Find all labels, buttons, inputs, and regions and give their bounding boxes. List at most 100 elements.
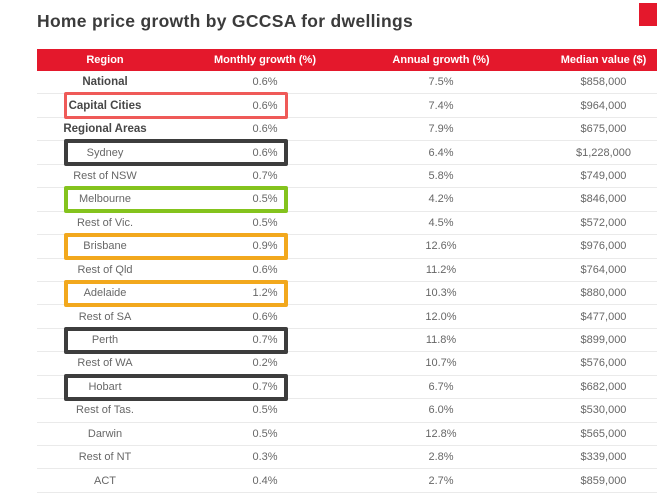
- table-row: Hobart 0.7% 6.7% $682,000: [37, 373, 657, 401]
- region-cell: Rest of SA: [78, 310, 132, 323]
- table-row: Rest of Vic. 0.5% 4.5% $572,000: [37, 212, 657, 236]
- table-row: Sydney 0.6% 6.4% $1,228,000: [37, 139, 657, 167]
- region-cell: Regional Areas: [63, 123, 147, 136]
- table-row: National 0.6% 7.5% $858,000: [37, 71, 657, 95]
- region-cell: Rest of NT: [78, 451, 132, 464]
- annual-growth-cell: 10.7%: [425, 357, 457, 370]
- region-cell: Hobart: [88, 380, 122, 393]
- table-row: ACT 0.4% 2.7% $859,000: [37, 469, 657, 493]
- monthly-growth-cell: 0.2%: [252, 357, 278, 370]
- region-cell: Sydney: [86, 146, 124, 159]
- region-cell: Darwin: [87, 427, 123, 440]
- annual-growth-cell: 6.0%: [428, 404, 454, 417]
- annual-growth-cell: 11.8%: [425, 334, 457, 347]
- column-header-monthly-growth: Monthly growth (%): [213, 54, 317, 66]
- annual-growth-cell: 10.3%: [425, 287, 457, 300]
- annual-growth-cell: 7.9%: [428, 123, 454, 136]
- median-value-cell: $682,000: [580, 380, 627, 393]
- region-cell: National: [82, 76, 128, 89]
- region-cell: Brisbane: [83, 240, 127, 253]
- median-value-cell: $749,000: [580, 169, 627, 182]
- monthly-growth-cell: 0.6%: [252, 263, 278, 276]
- monthly-growth-cell: 0.5%: [252, 216, 278, 229]
- table-row: Capital Cities 0.6% 7.4% $964,000: [37, 92, 657, 120]
- median-value-cell: $530,000: [580, 404, 627, 417]
- median-value-cell: $976,000: [580, 240, 627, 253]
- monthly-growth-cell: 0.6%: [252, 310, 278, 323]
- annual-growth-cell: 2.8%: [428, 451, 454, 464]
- region-cell: Rest of Vic.: [76, 216, 134, 229]
- median-value-cell: $858,000: [580, 76, 627, 89]
- page-title: Home price growth by GCCSA for dwellings: [37, 11, 413, 31]
- column-header-region: Region: [86, 54, 124, 66]
- monthly-growth-cell: 0.6%: [252, 76, 278, 89]
- median-value-cell: $859,000: [580, 474, 627, 487]
- table-row: Rest of NT 0.3% 2.8% $339,000: [37, 446, 657, 470]
- table-row: Darwin 0.5% 12.8% $565,000: [37, 423, 657, 446]
- annual-growth-cell: 2.7%: [428, 474, 454, 487]
- monthly-growth-cell: 0.3%: [252, 451, 278, 464]
- region-cell: ACT: [94, 474, 116, 487]
- table-row: Rest of Qld 0.6% 11.2% $764,000: [37, 259, 657, 282]
- annual-growth-cell: 7.4%: [428, 99, 454, 112]
- price-growth-table: Region Monthly growth (%) Annual growth …: [37, 49, 657, 493]
- median-value-cell: $764,000: [580, 263, 627, 276]
- table-row: Rest of Tas. 0.5% 6.0% $530,000: [37, 399, 657, 423]
- median-value-cell: $572,000: [580, 216, 627, 229]
- median-value-cell: $880,000: [580, 287, 627, 300]
- annual-growth-cell: 4.2%: [428, 193, 454, 206]
- monthly-growth-cell: 0.6%: [252, 99, 278, 112]
- table-row: Rest of NSW 0.7% 5.8% $749,000: [37, 165, 657, 189]
- monthly-growth-cell: 0.6%: [252, 123, 278, 136]
- monthly-growth-cell: 0.7%: [252, 334, 278, 347]
- monthly-growth-cell: 0.5%: [252, 427, 278, 440]
- median-value-cell: $477,000: [580, 310, 627, 323]
- median-value-cell: $846,000: [580, 193, 627, 206]
- brand-logo-square-icon: [639, 3, 657, 26]
- column-header-median-value: Median value ($): [560, 54, 647, 66]
- table-row: Rest of SA 0.6% 12.0% $477,000: [37, 305, 657, 329]
- monthly-growth-cell: 0.7%: [252, 380, 278, 393]
- median-value-cell: $964,000: [580, 99, 627, 112]
- table-body: National 0.6% 7.5% $858,000 Capital Cities 0.…: [37, 71, 657, 493]
- annual-growth-cell: 4.5%: [428, 216, 454, 229]
- monthly-growth-cell: 0.7%: [252, 169, 278, 182]
- annual-growth-cell: 6.7%: [428, 380, 454, 393]
- median-value-cell: $1,228,000: [575, 146, 632, 159]
- median-value-cell: $675,000: [580, 123, 627, 136]
- region-cell: Capital Cities: [68, 99, 142, 112]
- region-cell: Melbourne: [79, 193, 131, 206]
- annual-growth-cell: 12.0%: [425, 310, 457, 323]
- region-cell: Rest of Tas.: [76, 404, 134, 417]
- table-row: Rest of WA 0.2% 10.7% $576,000: [37, 352, 657, 376]
- annual-growth-cell: 6.4%: [428, 146, 454, 159]
- region-cell: Perth: [91, 334, 119, 347]
- annual-growth-cell: 12.6%: [425, 240, 457, 253]
- region-cell: Rest of Qld: [77, 263, 133, 276]
- column-header-annual-growth: Annual growth (%): [392, 54, 490, 66]
- table-row: Regional Areas 0.6% 7.9% $675,000: [37, 118, 657, 142]
- monthly-growth-cell: 0.5%: [252, 193, 278, 206]
- table-row: Perth 0.7% 11.8% $899,000: [37, 326, 657, 354]
- monthly-growth-cell: 0.9%: [252, 240, 278, 253]
- annual-growth-cell: 12.8%: [425, 427, 457, 440]
- monthly-growth-cell: 0.6%: [252, 146, 278, 159]
- region-cell: Adelaide: [83, 287, 127, 300]
- table-row: Brisbane 0.9% 12.6% $976,000: [37, 233, 657, 261]
- median-value-cell: $576,000: [580, 357, 627, 370]
- median-value-cell: $899,000: [580, 334, 627, 347]
- monthly-growth-cell: 1.2%: [252, 287, 278, 300]
- annual-growth-cell: 7.5%: [428, 76, 454, 89]
- table-row: Melbourne 0.5% 4.2% $846,000: [37, 186, 657, 214]
- table-row: Adelaide 1.2% 10.3% $880,000: [37, 279, 657, 307]
- region-cell: Rest of WA: [77, 357, 133, 370]
- median-value-cell: $565,000: [580, 427, 627, 440]
- region-cell: Rest of NSW: [73, 169, 137, 182]
- annual-growth-cell: 5.8%: [428, 169, 454, 182]
- median-value-cell: $339,000: [580, 451, 627, 464]
- monthly-growth-cell: 0.4%: [252, 474, 278, 487]
- table-header-row: Region Monthly growth (%) Annual growth …: [37, 49, 657, 71]
- monthly-growth-cell: 0.5%: [252, 404, 278, 417]
- annual-growth-cell: 11.2%: [425, 263, 457, 276]
